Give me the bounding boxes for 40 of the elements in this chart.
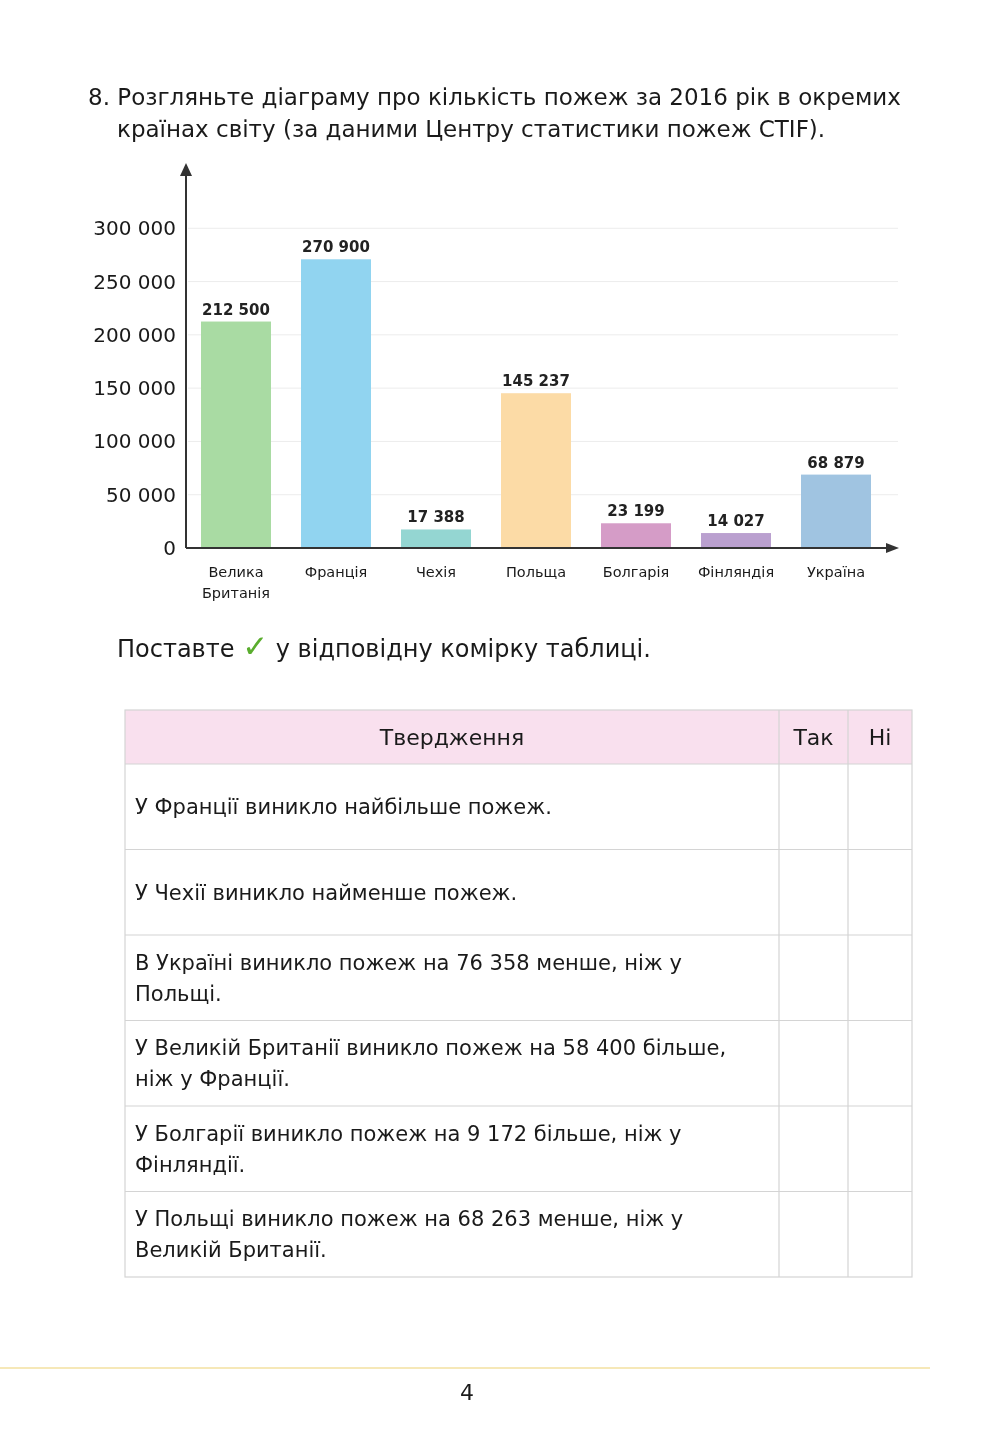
y-tick-label: 0: [163, 536, 176, 560]
x-tick-label: Фінляндія: [697, 564, 775, 580]
data-label: 17 388: [407, 508, 465, 527]
text: У Польщі виникло пожеж на 68 263 менше, ніж у Великій Британії.: [135, 1207, 684, 1263]
x-tick-label: Україна: [806, 564, 866, 580]
data-label: 270 900: [302, 238, 370, 257]
bar: [301, 259, 371, 548]
bar: [401, 529, 471, 548]
y-tick-label: 100 000: [93, 429, 176, 454]
y-tick-label: 50 000: [106, 482, 176, 507]
x-tick-label: Болгарія: [602, 564, 670, 580]
x-tick-label: Велика Британія: [201, 564, 271, 601]
text: У Болгарії виникло пожеж на 9 172 більше, ніж у Фінляндії.: [135, 1121, 682, 1177]
x-tick-label: Польща: [505, 564, 567, 580]
text: Поставте ✓ у відповідну комірку таблиці.: [117, 628, 651, 664]
x-tick-label: Чехія: [415, 564, 457, 580]
text: В Україні виникло пожеж на 76 358 менше, ніж у Польщі.: [135, 950, 682, 1006]
data-label: 145 237: [502, 372, 570, 391]
data-label: 212 500: [202, 300, 270, 319]
text: Твердження: [378, 724, 525, 750]
text: Ні: [868, 724, 892, 750]
text: У Великій Британії виникло пожеж на 58 400 більше, ніж у Франції.: [135, 1036, 727, 1092]
y-tick-label: 200 000: [93, 322, 176, 347]
text: У Франції виникло найбільше пожеж.: [135, 795, 552, 820]
bar: [501, 393, 571, 548]
data-label: 23 199: [607, 502, 665, 521]
x-tick-label: Франція: [304, 564, 368, 580]
y-tick-label: 150 000: [93, 376, 176, 401]
data-label: 14 027: [707, 512, 765, 531]
y-tick-label: 250 000: [93, 269, 176, 294]
bar: [201, 321, 271, 548]
y-tick-label: 300 000: [93, 216, 176, 241]
text: Так: [792, 724, 834, 750]
text: 4: [460, 1379, 474, 1405]
text: У Чехії виникло найменше пожеж.: [135, 880, 518, 905]
chart-title: 8. Розгляньте діаграму про кількість пожеж за 2016 рік в окремих країнах світу (за даними Центру статистики пожеж CTIF).: [88, 84, 901, 142]
bar: [701, 533, 771, 548]
data-label: 68 879: [807, 453, 865, 472]
bar: [801, 474, 871, 548]
bar: [601, 523, 671, 548]
